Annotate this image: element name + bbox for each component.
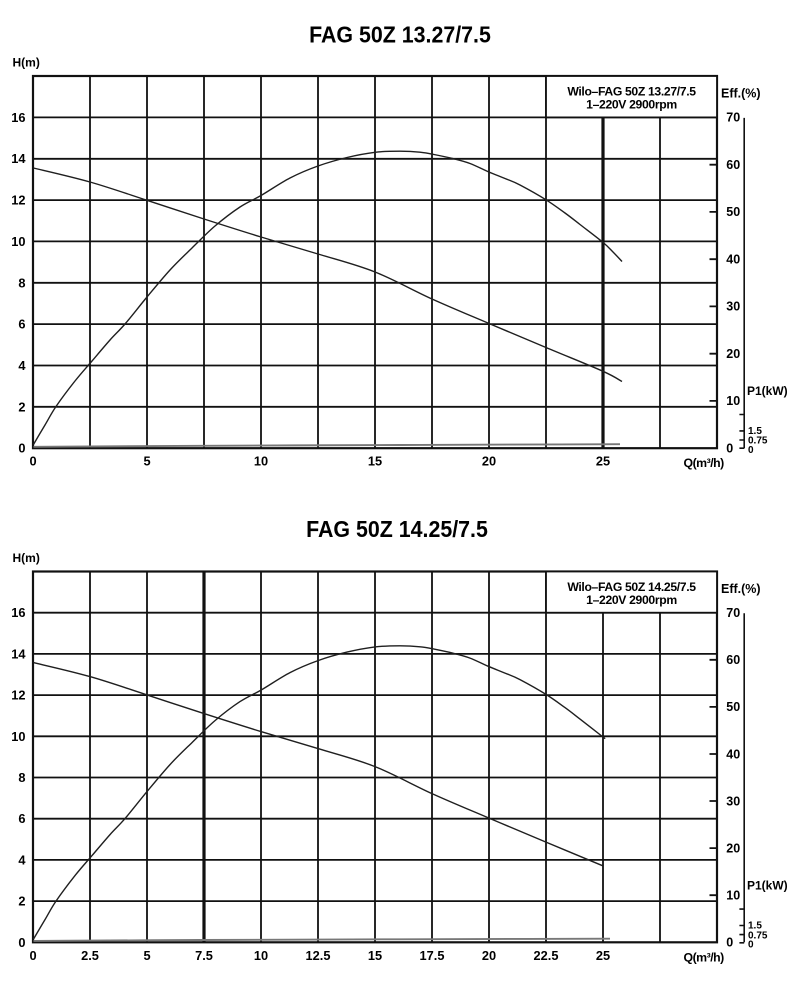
svg-text:1.5: 1.5 <box>748 921 762 932</box>
svg-text:Q(m³/h): Q(m³/h) <box>684 456 725 470</box>
svg-text:0: 0 <box>29 454 36 469</box>
svg-text:14: 14 <box>11 646 26 661</box>
svg-text:16: 16 <box>11 605 25 620</box>
svg-text:4: 4 <box>18 358 26 373</box>
svg-text:1–220V 2900rpm: 1–220V 2900rpm <box>586 593 677 607</box>
svg-text:FAG 50Z 13.27/7.5: FAG 50Z 13.27/7.5 <box>309 22 491 48</box>
svg-text:15: 15 <box>368 454 382 469</box>
svg-text:0.75: 0.75 <box>748 930 768 941</box>
svg-text:30: 30 <box>726 300 740 314</box>
svg-text:12: 12 <box>11 193 25 208</box>
svg-text:40: 40 <box>726 253 740 267</box>
svg-text:5: 5 <box>143 454 150 469</box>
svg-text:10: 10 <box>254 454 268 469</box>
svg-text:2: 2 <box>18 894 25 909</box>
svg-text:P1(kW): P1(kW) <box>747 384 788 398</box>
svg-text:H(m): H(m) <box>13 551 40 565</box>
svg-text:10: 10 <box>726 394 740 408</box>
svg-text:4: 4 <box>18 852 26 867</box>
svg-text:10: 10 <box>726 889 740 903</box>
svg-text:70: 70 <box>726 111 740 125</box>
svg-text:FAG 50Z 14.25/7.5: FAG 50Z 14.25/7.5 <box>306 516 488 542</box>
svg-text:50: 50 <box>726 700 740 714</box>
svg-text:20: 20 <box>482 948 496 963</box>
svg-text:10: 10 <box>11 729 25 744</box>
svg-text:6: 6 <box>18 317 25 332</box>
svg-text:8: 8 <box>18 770 25 785</box>
svg-text:12: 12 <box>11 688 25 703</box>
svg-text:60: 60 <box>726 653 740 667</box>
svg-text:30: 30 <box>726 794 740 808</box>
svg-text:1–220V 2900rpm: 1–220V 2900rpm <box>586 98 677 112</box>
svg-text:0: 0 <box>748 940 754 951</box>
svg-text:Wilo–FAG 50Z 14.25/7.5: Wilo–FAG 50Z 14.25/7.5 <box>567 580 696 594</box>
svg-text:Wilo–FAG 50Z 13.27/7.5: Wilo–FAG 50Z 13.27/7.5 <box>567 84 696 98</box>
svg-text:0: 0 <box>29 948 36 963</box>
svg-text:25: 25 <box>596 454 610 469</box>
svg-text:2: 2 <box>18 399 25 414</box>
svg-text:50: 50 <box>726 205 740 219</box>
svg-text:Q(m³/h): Q(m³/h) <box>684 950 725 964</box>
svg-text:20: 20 <box>482 454 496 469</box>
svg-text:1.5: 1.5 <box>748 426 762 437</box>
svg-text:10: 10 <box>11 234 25 249</box>
svg-text:12.5: 12.5 <box>306 948 331 963</box>
svg-text:20: 20 <box>726 347 740 361</box>
svg-text:14: 14 <box>11 151 26 166</box>
svg-text:0: 0 <box>726 936 733 950</box>
svg-text:15: 15 <box>368 948 382 963</box>
svg-text:P1(kW): P1(kW) <box>747 879 788 893</box>
svg-text:40: 40 <box>726 747 740 761</box>
svg-text:Eff.(%): Eff.(%) <box>721 582 761 596</box>
svg-text:8: 8 <box>18 275 25 290</box>
svg-text:7.5: 7.5 <box>195 948 213 963</box>
svg-text:2.5: 2.5 <box>81 948 99 963</box>
svg-text:Eff.(%): Eff.(%) <box>721 87 761 101</box>
svg-text:0.75: 0.75 <box>748 436 768 447</box>
svg-text:0: 0 <box>748 445 754 456</box>
svg-text:0: 0 <box>18 441 25 456</box>
svg-text:5: 5 <box>143 948 150 963</box>
svg-text:20: 20 <box>726 841 740 855</box>
svg-text:10: 10 <box>254 948 268 963</box>
svg-text:60: 60 <box>726 158 740 172</box>
svg-text:16: 16 <box>11 110 25 125</box>
svg-text:0: 0 <box>18 935 25 950</box>
svg-text:6: 6 <box>18 811 25 826</box>
svg-text:17.5: 17.5 <box>420 948 445 963</box>
svg-text:0: 0 <box>726 442 733 456</box>
svg-text:H(m): H(m) <box>13 56 40 70</box>
svg-text:25: 25 <box>596 948 610 963</box>
svg-text:70: 70 <box>726 606 740 620</box>
svg-text:22.5: 22.5 <box>534 948 559 963</box>
